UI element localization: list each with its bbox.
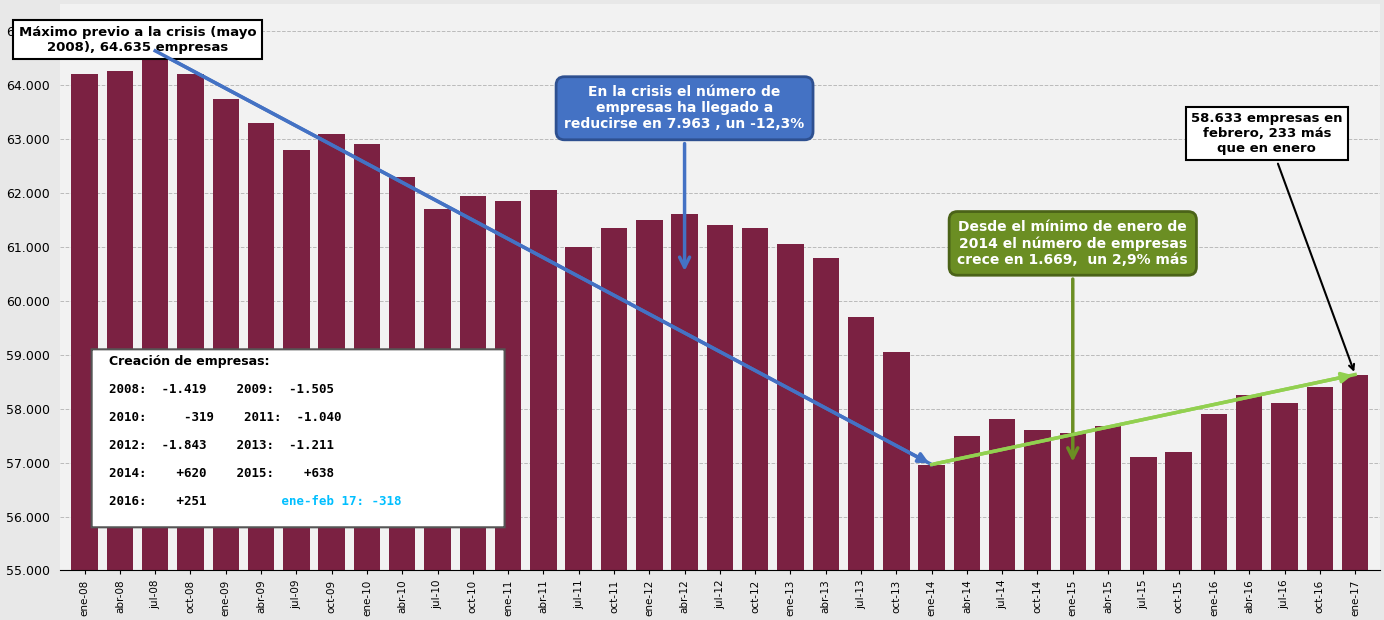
- Bar: [495, 201, 522, 620]
- Bar: [318, 133, 345, 620]
- Text: Máximo previo a la crisis (mayo
2008), 64.635 empresas: Máximo previo a la crisis (mayo 2008), 6…: [19, 26, 256, 54]
- Bar: [883, 352, 909, 620]
- Text: 2008:  -1.419    2009:  -1.505: 2008: -1.419 2009: -1.505: [109, 383, 335, 396]
- Bar: [177, 74, 203, 620]
- Text: En la crisis el número de
empresas ha llegado a
reducirse en 7.963 , un -12,3%: En la crisis el número de empresas ha ll…: [565, 85, 804, 267]
- Text: 58.633 empresas en
febrero, 233 más
que en enero: 58.633 empresas en febrero, 233 más que …: [1192, 112, 1354, 370]
- Bar: [143, 51, 169, 620]
- Bar: [566, 247, 592, 620]
- Bar: [954, 436, 980, 620]
- Bar: [990, 419, 1016, 620]
- Bar: [72, 74, 98, 620]
- Bar: [284, 150, 310, 620]
- Text: 2014:    +620    2015:    +638: 2014: +620 2015: +638: [109, 467, 335, 480]
- Bar: [1095, 426, 1121, 620]
- Bar: [919, 464, 945, 620]
- Bar: [1236, 395, 1262, 620]
- Bar: [812, 258, 839, 620]
- Text: 2010:     -319    2011:  -1.040: 2010: -319 2011: -1.040: [109, 411, 342, 424]
- Text: ene-feb 17: -318: ene-feb 17: -318: [259, 495, 401, 508]
- Bar: [778, 244, 804, 620]
- Bar: [213, 99, 239, 620]
- Bar: [1306, 387, 1333, 620]
- Bar: [742, 228, 768, 620]
- Bar: [1024, 430, 1050, 620]
- Text: 2012:  -1.843    2013:  -1.211: 2012: -1.843 2013: -1.211: [109, 439, 335, 452]
- Bar: [459, 196, 486, 620]
- Bar: [671, 215, 698, 620]
- Bar: [1342, 374, 1369, 620]
- Bar: [1131, 457, 1157, 620]
- Bar: [848, 317, 875, 620]
- Bar: [248, 123, 274, 620]
- Text: 2016:    +251: 2016: +251: [109, 495, 206, 508]
- Bar: [530, 190, 556, 620]
- Bar: [601, 228, 627, 620]
- Text: Creación de empresas:: Creación de empresas:: [109, 355, 270, 368]
- Text: Desde el mínimo de enero de
2014 el número de empresas
crece en 1.669,  un 2,9% : Desde el mínimo de enero de 2014 el núme…: [958, 220, 1187, 458]
- Bar: [1165, 452, 1192, 620]
- Bar: [425, 209, 451, 620]
- FancyBboxPatch shape: [91, 349, 505, 527]
- Bar: [707, 225, 734, 620]
- Bar: [637, 220, 663, 620]
- Bar: [389, 177, 415, 620]
- Bar: [107, 71, 133, 620]
- Bar: [1060, 433, 1086, 620]
- Bar: [1272, 403, 1298, 620]
- Bar: [1201, 414, 1228, 620]
- Bar: [354, 144, 381, 620]
